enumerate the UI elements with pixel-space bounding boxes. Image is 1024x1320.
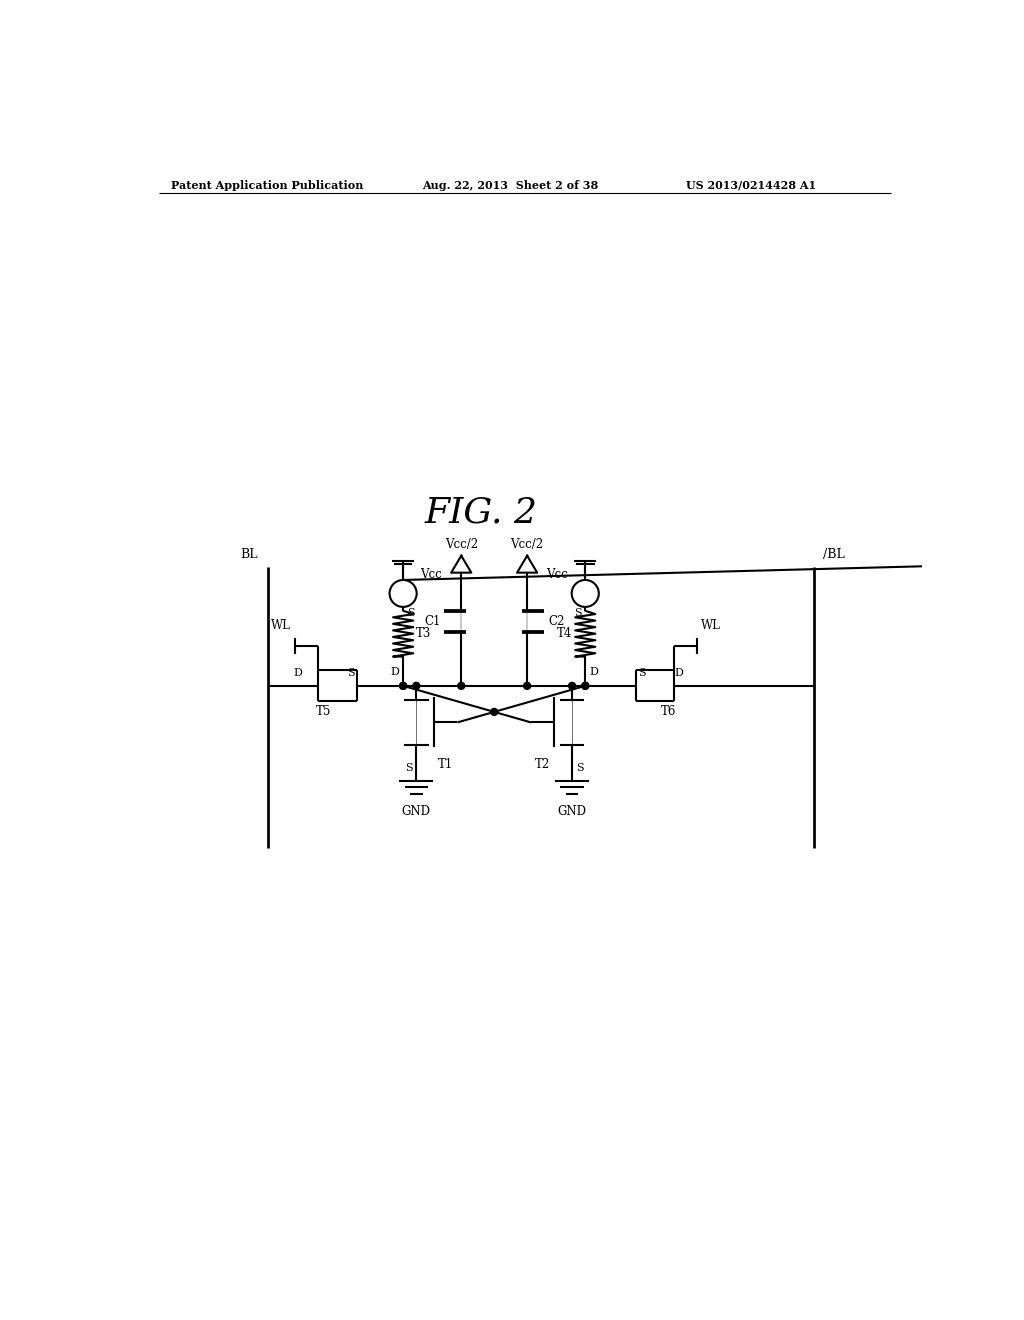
Text: T3: T3 (417, 627, 432, 640)
Circle shape (568, 682, 575, 689)
Text: T4: T4 (557, 627, 572, 640)
Circle shape (458, 682, 465, 689)
Text: S: S (347, 668, 355, 678)
Text: Vcc/2: Vcc/2 (444, 539, 478, 552)
Text: Aug. 22, 2013  Sheet 2 of 38: Aug. 22, 2013 Sheet 2 of 38 (423, 180, 599, 191)
Text: BL: BL (241, 548, 258, 561)
Circle shape (490, 709, 498, 715)
Text: D: D (390, 667, 399, 677)
Text: Patent Application Publication: Patent Application Publication (171, 180, 362, 191)
Text: GND: GND (558, 805, 587, 818)
Circle shape (399, 682, 407, 689)
Text: C2: C2 (548, 615, 564, 628)
Text: Vcc: Vcc (420, 568, 442, 581)
Text: US 2013/0214428 A1: US 2013/0214428 A1 (686, 180, 816, 191)
Text: C1: C1 (424, 615, 440, 628)
Text: FIG. 2: FIG. 2 (424, 495, 538, 529)
Text: S: S (575, 763, 584, 772)
Text: WL: WL (700, 619, 721, 632)
Text: S: S (573, 609, 582, 618)
Text: D: D (293, 668, 302, 678)
Text: Vcc: Vcc (547, 568, 568, 581)
Text: D: D (675, 668, 684, 678)
Text: /BL: /BL (823, 548, 845, 561)
Text: WL: WL (271, 619, 291, 632)
Text: S: S (404, 763, 413, 772)
Text: GND: GND (401, 805, 431, 818)
Text: S: S (638, 668, 645, 678)
Circle shape (582, 682, 589, 689)
Text: S: S (407, 609, 415, 618)
Circle shape (582, 682, 589, 689)
Text: T6: T6 (660, 705, 676, 718)
Text: Vcc/2: Vcc/2 (511, 539, 544, 552)
Circle shape (413, 682, 420, 689)
Text: D: D (589, 667, 598, 677)
Text: T1: T1 (438, 758, 454, 771)
Circle shape (399, 682, 407, 689)
Text: T2: T2 (536, 758, 550, 771)
Text: T5: T5 (315, 705, 331, 718)
Circle shape (523, 682, 530, 689)
